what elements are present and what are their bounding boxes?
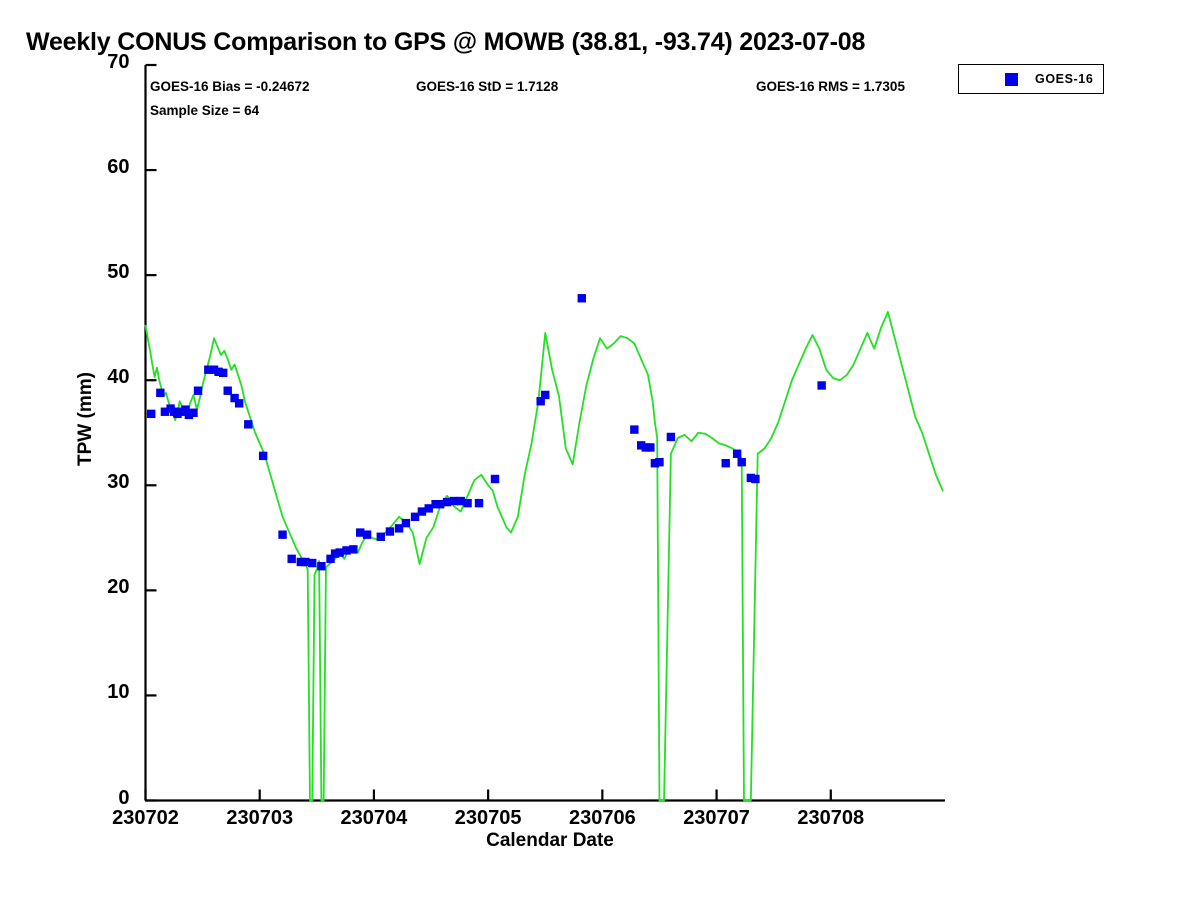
legend-label-goes16: GOES-16 [1035,72,1094,86]
scatter-point [474,498,484,508]
scatter-point [160,407,170,416]
x-tick-label-230706: 230706 [568,806,636,829]
x-tick-label-230702: 230702 [112,806,179,829]
stat-rms: GOES-16 RMS = 1.7305 [756,79,905,94]
scatter-point [230,393,239,403]
scatter-point [214,367,223,377]
stat-bias: GOES-16 Bias = -0.24672 [150,79,310,94]
scatter-point [385,527,395,536]
scatter-point [655,457,664,467]
scatter-point [424,504,433,513]
scatter-point [349,545,358,554]
data-series [144,294,944,802]
scatter-point [646,443,655,452]
scatter-point [234,399,244,408]
scatter-point [301,557,310,567]
x-tick-label-230708: 230708 [797,806,865,829]
scatter-point [394,524,404,533]
scatter-point [189,408,198,417]
scatter-point [147,409,156,419]
scatter-point [244,420,253,429]
x-tick-label-230703: 230703 [226,806,294,829]
scatter-point [218,368,228,378]
x-tick-label-230704: 230704 [340,806,408,829]
scatter-point [326,554,335,564]
scatter-point [650,459,660,468]
scatter-point [258,451,268,461]
scatter-point [732,449,742,458]
scatter-point [376,532,385,541]
scatter-point [746,473,756,483]
scatter-point [308,558,317,568]
scatter-point [737,457,746,467]
scatter-point [156,388,165,398]
scatter-point [356,528,365,537]
scatter-point [193,386,203,395]
scatter-point [442,497,452,507]
scatter-point [342,546,351,555]
scatter-point [541,390,550,400]
scatter-point [209,365,219,374]
y-tick-label-10: 10 [107,681,130,704]
scatter-point [463,498,472,508]
scatter-point [666,432,676,442]
scatter-series-goes16 [147,294,826,571]
scatter-point [630,425,639,434]
scatter-point [431,500,440,509]
y-axis-label: TPW (mm) [75,372,96,466]
scatter-point [362,530,372,539]
scatter-point [296,557,306,567]
scatter-point [335,548,344,557]
scatter-point [577,294,586,303]
page-title: Weekly CONUS Comparison to GPS @ MOWB (3… [26,28,866,56]
scatter-point [490,474,500,484]
scatter-point [636,441,646,450]
legend-marker-goes16 [1005,73,1018,86]
x-axis-label: Calendar Date [486,830,614,851]
scatter-point [184,410,194,420]
y-tick-label-30: 30 [107,471,130,494]
scatter-point [173,409,182,419]
scatter-point [278,530,287,539]
scatter-point [536,397,545,406]
y-axis-ticks [145,63,157,802]
y-tick-label-50: 50 [107,261,130,284]
scatter-point [817,381,826,390]
stat-std: GOES-16 StD = 1.7128 [416,79,559,94]
legend-box [958,64,1104,94]
y-tick-label-70: 70 [107,51,130,73]
scatter-point [401,518,411,528]
y-tick-label-0: 0 [118,786,130,809]
y-tick-label-60: 60 [107,156,130,179]
scatter-point [641,443,650,452]
scatter-point [435,500,445,509]
scatter-point [721,459,730,468]
scatter-point [449,496,459,506]
scatter-point [417,507,427,516]
stat-sample-size: Sample Size = 64 [150,103,260,118]
scatter-point [317,561,326,571]
x-axis-ticks [144,789,832,801]
scatter-point [751,474,760,484]
scatter-point [456,496,465,506]
scatter-point [223,386,232,395]
scatter-point [330,549,340,558]
x-tick-label-230705: 230705 [454,806,522,829]
y-tick-label-40: 40 [107,366,130,389]
axis-lines [144,65,945,802]
scatter-point [181,405,190,414]
scatter-point [287,554,296,564]
y-tick-label-20: 20 [107,576,130,599]
x-tick-label-230707: 230707 [683,806,750,829]
scatter-point [410,512,420,522]
scatter-point [204,365,213,374]
